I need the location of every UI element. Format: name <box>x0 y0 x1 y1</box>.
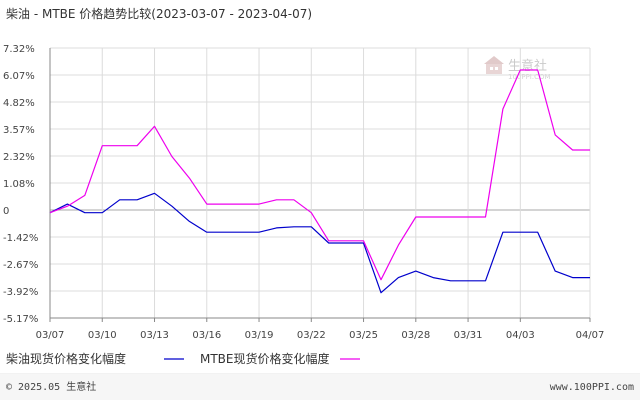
x-tick-label: 03/25 <box>349 330 378 341</box>
y-tick-label: -5.17% <box>3 314 38 325</box>
y-tick-label: 6.07% <box>3 71 35 82</box>
watermark-logo-icon <box>484 56 504 74</box>
x-tick-label: 04/07 <box>576 330 605 341</box>
y-tick-label: -1.42% <box>3 233 38 244</box>
x-tick-label: 03/16 <box>192 330 221 341</box>
footer-website: www.100PPI.com <box>550 382 634 393</box>
y-tick-label: 1.08% <box>3 179 35 190</box>
watermark-url: 100PPI.COM <box>508 73 551 81</box>
y-tick-label: 4.82% <box>3 98 35 109</box>
footer-copyright: © 2025.05 生意社 <box>6 380 96 393</box>
series-line-1 <box>49 192 590 294</box>
grid-lines <box>49 47 591 319</box>
y-tick-label: 0 <box>3 206 9 217</box>
y-axis-tick-labels: 7.32% 6.07% 4.82% 3.57% 2.32% 1.08% 0 -1.42% -2.… <box>3 44 38 325</box>
y-tick-label: 3.57% <box>3 125 35 136</box>
x-axis-tick-labels: 03/07 03/10 03/13 03/16 03/19 03/22 03/25 03/28… <box>36 330 605 341</box>
x-tick-label: 04/03 <box>506 330 535 341</box>
legend: 柴油现货价格变化幅度 MTBE现货价格变化幅度 <box>6 351 360 366</box>
x-tick-label: 03/10 <box>88 330 117 341</box>
x-tick-label: 03/31 <box>454 330 483 341</box>
x-tick-label: 03/07 <box>36 330 65 341</box>
series-lines <box>49 69 590 294</box>
y-tick-label: -2.67% <box>3 260 38 271</box>
y-tick-label: 7.32% <box>3 44 35 55</box>
x-tick-label: 03/22 <box>297 330 326 341</box>
x-tick-label: 03/28 <box>401 330 430 341</box>
y-tick-label: -3.92% <box>3 287 38 298</box>
chart-title: 柴油 - MTBE 价格趋势比较(2023-03-07 - 2023-04-07… <box>6 6 312 21</box>
axes <box>49 48 591 322</box>
y-tick-label: 2.32% <box>3 152 35 163</box>
legend-label-series2: MTBE现货价格变化幅度 <box>200 351 330 366</box>
x-tick-label: 03/19 <box>245 330 274 341</box>
series-line-2 <box>49 69 590 281</box>
footer-background <box>0 374 640 400</box>
watermark-name: 生意社 <box>508 58 547 74</box>
x-tick-label: 03/13 <box>140 330 169 341</box>
legend-label-series1: 柴油现货价格变化幅度 <box>6 351 126 366</box>
